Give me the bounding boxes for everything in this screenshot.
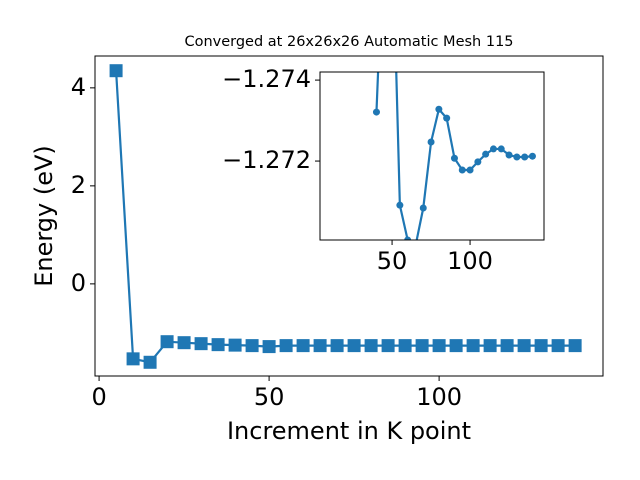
marker (435, 105, 443, 113)
marker (534, 339, 548, 353)
y-tick-label: 0 (71, 269, 86, 297)
marker (404, 236, 412, 240)
marker (228, 338, 242, 352)
y-axis-label: Energy (eV) (30, 145, 58, 287)
marker (551, 339, 565, 353)
marker (483, 339, 497, 353)
marker (528, 152, 536, 160)
marker (160, 335, 174, 349)
chart-title: Converged at 26x26x26 Automatic Mesh 115 (184, 34, 513, 50)
y-tick-label: 4 (71, 73, 86, 101)
marker (466, 339, 480, 353)
marker (279, 339, 293, 353)
marker (194, 337, 208, 351)
marker (568, 339, 582, 353)
marker (372, 108, 380, 116)
x-axis-label: Increment in K point (227, 417, 471, 445)
marker (330, 339, 344, 353)
marker (482, 150, 490, 158)
y-tick-label: 2 (71, 171, 86, 199)
x-tick-label: 50 (254, 383, 285, 411)
plot-area (109, 64, 582, 369)
marker (474, 158, 482, 166)
marker (458, 166, 466, 174)
marker (364, 339, 378, 353)
y-tick-label: −1.272 (222, 146, 311, 174)
y-tick-label: −1.274 (222, 65, 311, 93)
marker (177, 336, 191, 350)
marker (517, 339, 531, 353)
marker (521, 153, 529, 161)
x-tick-label: 50 (377, 247, 408, 275)
marker (497, 145, 505, 153)
marker (262, 340, 276, 354)
marker (381, 339, 395, 353)
marker (109, 64, 123, 78)
marker (396, 201, 404, 209)
marker (466, 166, 474, 174)
marker (500, 339, 514, 353)
marker (419, 204, 427, 212)
marker (513, 153, 521, 161)
x-tick-label: 100 (447, 247, 493, 275)
marker (427, 138, 435, 146)
marker (489, 145, 497, 153)
marker (505, 151, 513, 159)
marker (143, 355, 157, 369)
plot-frame (94, 55, 604, 377)
marker (443, 114, 451, 122)
marker (313, 339, 327, 353)
marker (211, 338, 225, 352)
x-tick-label: 0 (91, 383, 106, 411)
line (114, 70, 576, 364)
plot-frame (319, 71, 545, 241)
marker (449, 339, 463, 353)
marker (296, 339, 310, 353)
marker (347, 339, 361, 353)
marker (450, 154, 458, 162)
marker (432, 339, 446, 353)
plot-area (372, 72, 536, 240)
marker (415, 339, 429, 353)
marker (126, 352, 140, 366)
marker (245, 339, 259, 353)
marker (398, 339, 412, 353)
x-tick-label: 100 (416, 383, 462, 411)
